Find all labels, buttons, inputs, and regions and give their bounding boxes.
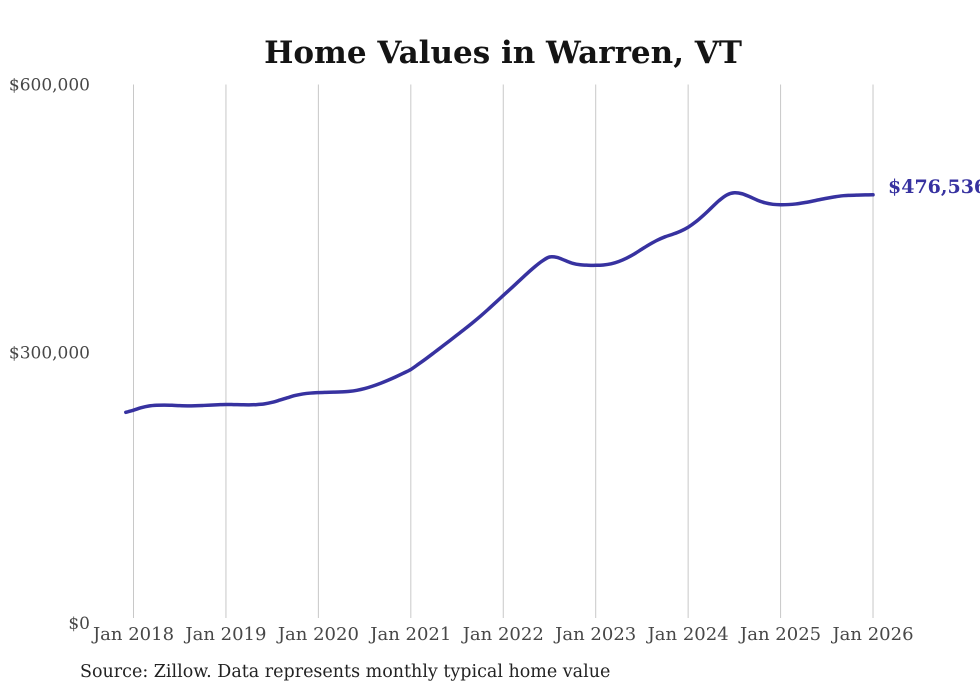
x-tick-label: Jan 2018 xyxy=(91,624,174,645)
y-tick-label-0: $0 xyxy=(68,614,90,634)
x-tick-label: Jan 2024 xyxy=(646,624,729,645)
chart-title: Home Values in Warren, VT xyxy=(264,35,742,71)
x-tick-label: Jan 2025 xyxy=(738,624,821,645)
end-value-label: $476,536 xyxy=(888,176,980,198)
gridlines xyxy=(133,84,874,618)
home-value-line xyxy=(124,190,875,415)
source-note: Source: Zillow. Data represents monthly … xyxy=(80,662,610,682)
x-tick-label: Jan 2023 xyxy=(553,624,636,645)
y-tick-label-300k: $300,000 xyxy=(9,344,90,364)
x-tick-label: Jan 2022 xyxy=(461,624,544,645)
x-tick-label: Jan 2020 xyxy=(276,624,359,645)
x-axis-labels: Jan 2018 Jan 2019 Jan 2020 Jan 2021 Jan 2022… xyxy=(91,624,914,645)
x-tick-label: Jan 2026 xyxy=(830,624,913,645)
x-tick-label: Jan 2019 xyxy=(183,624,266,645)
y-tick-label-600k: $600,000 xyxy=(9,76,90,96)
x-tick-label: Jan 2021 xyxy=(368,624,451,645)
y-axis-labels: $600,000 $300,000 $0 xyxy=(9,76,90,635)
